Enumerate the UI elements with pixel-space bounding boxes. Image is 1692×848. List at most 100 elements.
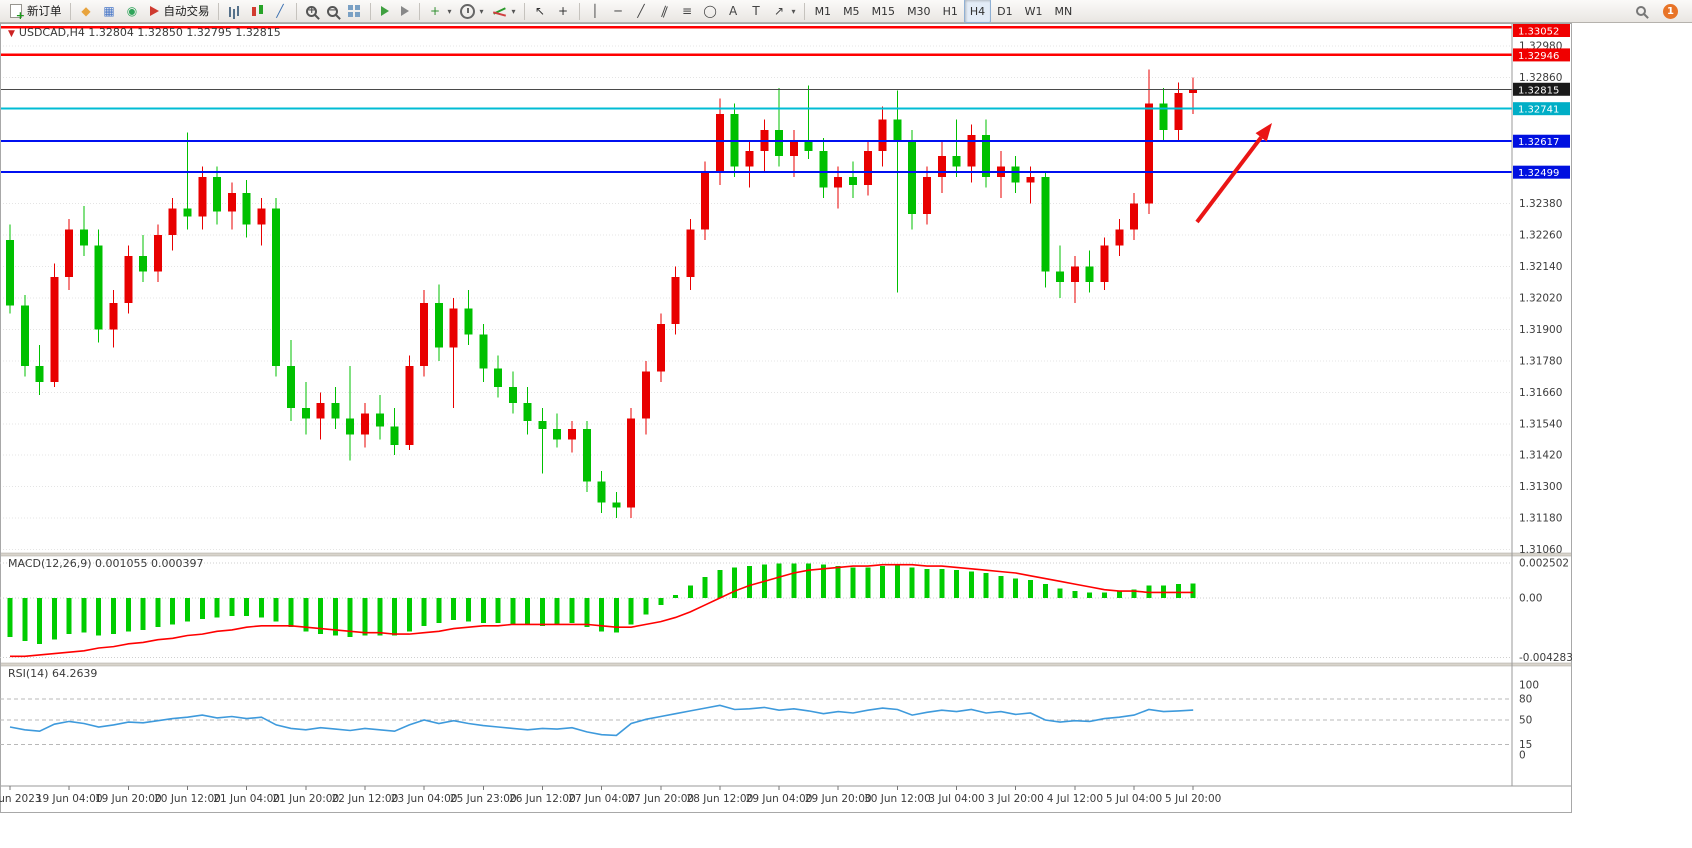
tf-m30-button-label: M30 xyxy=(907,4,931,18)
price-scale[interactable]: 1.329801.328601.323801.322601.321401.320… xyxy=(1513,24,1570,556)
arrows-icon: ↗ xyxy=(774,3,785,18)
tf-w1-button[interactable]: W1 xyxy=(1019,0,1049,23)
tf-m1-button-label: M1 xyxy=(814,4,832,18)
price-grid xyxy=(0,45,1512,551)
toolbar-separator xyxy=(369,2,371,20)
support-line-blue-2-price-tag-text: 1.32499 xyxy=(1518,168,1559,179)
time-axis-label: 3 Jul 04:00 xyxy=(928,793,984,805)
support-line-cyan-price-tag xyxy=(1513,102,1570,116)
pane-splitter-rsi[interactable] xyxy=(0,662,1572,667)
tf-h4-button[interactable]: H4 xyxy=(963,0,992,23)
auto-trading-icon xyxy=(149,6,159,16)
time-axis-label: 19 Jun 04:00 xyxy=(36,793,103,805)
zoom-out-button[interactable] xyxy=(322,0,343,22)
support-line-blue-1-price-tag xyxy=(1513,134,1570,148)
time-axis-label: 3 Jul 20:00 xyxy=(988,793,1044,805)
tf-m5-button[interactable]: M5 xyxy=(837,0,866,23)
line-chart-icon: ╱ xyxy=(276,3,284,18)
support-line-cyan-price-tag-text: 1.32741 xyxy=(1518,105,1559,116)
tf-m30-button[interactable]: M30 xyxy=(901,0,937,23)
channel-button[interactable]: ∥ xyxy=(653,0,676,22)
crosshair-icon: + xyxy=(558,3,569,18)
time-axis-label: 5 Jul 20:00 xyxy=(1165,793,1221,805)
candlestick-chart-button[interactable] xyxy=(246,0,269,22)
cursor-icon: ↖ xyxy=(535,3,546,18)
resistance-line-1-price-tag-text: 1.33052 xyxy=(1518,27,1559,38)
tile-windows-icon xyxy=(347,4,362,19)
rsi-tick-label: 80 xyxy=(1519,694,1532,706)
time-axis-label: 21 Jun 04:00 xyxy=(213,793,280,805)
fibonacci-button[interactable]: ≡ xyxy=(676,0,699,22)
navigator-icon: ◉ xyxy=(126,3,138,18)
rsi-tick-label: 50 xyxy=(1519,715,1532,727)
toolbar-separator xyxy=(803,2,805,20)
market-watch-button[interactable]: ▦ xyxy=(98,0,121,22)
tf-m1-button[interactable]: M1 xyxy=(809,0,838,23)
toolbar-separator xyxy=(295,2,297,20)
price-tick-label: 1.31300 xyxy=(1519,481,1562,493)
crosshair-button[interactable]: + xyxy=(552,0,575,22)
time-axis-label: 19 Jun 20:00 xyxy=(95,793,162,805)
macd-tick-label: 0.002502 xyxy=(1519,558,1569,570)
shapes-button[interactable]: ◯ xyxy=(699,0,722,22)
text-icon: A xyxy=(728,3,738,18)
notification-badge[interactable]: 1 xyxy=(1663,3,1678,19)
trend-arrow-line[interactable] xyxy=(1195,136,1263,224)
price-tick-label: 1.31660 xyxy=(1519,387,1562,399)
auto-scroll-button[interactable] xyxy=(375,0,395,22)
tf-d1-button[interactable]: D1 xyxy=(991,0,1018,23)
support-line-blue-2-price-tag xyxy=(1513,165,1570,179)
tf-m15-button[interactable]: M15 xyxy=(866,0,902,23)
periods-button[interactable] xyxy=(456,0,488,22)
line-chart-button[interactable]: ╱ xyxy=(269,0,292,22)
chart-window: 1.32980 1.32860 1.32380 1.32260 1.32140 1.320… xyxy=(0,23,1572,813)
text-button[interactable]: A xyxy=(722,0,745,22)
arrows-button[interactable]: ↗ xyxy=(768,0,800,22)
tile-windows-button[interactable] xyxy=(343,0,366,22)
tf-h1-button[interactable]: H1 xyxy=(937,0,964,23)
toolbar-separator xyxy=(69,2,71,20)
text-label-button[interactable]: T xyxy=(745,0,768,22)
vertical-line-icon: │ xyxy=(591,3,599,18)
macd-scale[interactable]: 0.002502 0.00 -0.004283 xyxy=(1519,558,1572,664)
macd-signal-line xyxy=(10,563,1194,658)
chart-canvas[interactable]: 1.329801.328601.323801.322601.321401.320… xyxy=(0,23,1572,813)
search-button[interactable] xyxy=(1631,0,1651,22)
rsi-scale[interactable]: 100 80 50 150 xyxy=(1519,680,1539,762)
price-tick-label: 1.31420 xyxy=(1519,450,1562,462)
trendline-icon: ╱ xyxy=(637,3,645,18)
zoom-in-button[interactable] xyxy=(301,0,322,22)
chart-shift-button[interactable] xyxy=(395,0,415,22)
shapes-icon: ◯ xyxy=(703,3,717,18)
vertical-line-button[interactable]: │ xyxy=(584,0,607,22)
time-axis-label: 28 Jun 12:00 xyxy=(687,793,754,805)
rsi-tick-label: 15 xyxy=(1519,739,1532,751)
tf-mn-button[interactable]: MN xyxy=(1048,0,1078,23)
toolbar-separator xyxy=(578,2,580,20)
time-axis-label: 29 Jun 04:00 xyxy=(746,793,813,805)
macd-tick-label: -0.004283 xyxy=(1519,652,1572,664)
macd-histogram xyxy=(7,563,1196,644)
horizontal-lines[interactable] xyxy=(0,25,1512,174)
profiles-button[interactable]: ◆ xyxy=(75,0,98,22)
zoom-out-icon xyxy=(326,5,338,17)
price-tick-label: 1.32260 xyxy=(1519,229,1562,241)
toolbar-separator xyxy=(523,2,525,20)
bar-chart-button[interactable] xyxy=(223,0,246,22)
toolbar-separator xyxy=(418,2,420,20)
arrow-annotation[interactable] xyxy=(1195,123,1272,224)
pane-splitter-macd[interactable] xyxy=(0,552,1572,557)
navigator-button[interactable]: ◉ xyxy=(121,0,144,22)
new-chart-button[interactable]: + xyxy=(424,0,456,22)
horizontal-line-button[interactable]: ─ xyxy=(607,0,630,22)
cursor-button[interactable]: ↖ xyxy=(529,0,552,22)
rsi-tick-label: 100 xyxy=(1519,680,1539,692)
auto-trading-button[interactable]: 自动交易 xyxy=(144,0,214,22)
time-axis-label: 23 Jun 04:00 xyxy=(391,793,458,805)
new-order-button[interactable]: 新订单 xyxy=(4,0,66,22)
indicators-button[interactable] xyxy=(488,0,520,22)
horizontal-line-icon: ─ xyxy=(614,3,622,18)
new-order-icon xyxy=(10,4,25,22)
trendline-button[interactable]: ╱ xyxy=(630,0,653,22)
